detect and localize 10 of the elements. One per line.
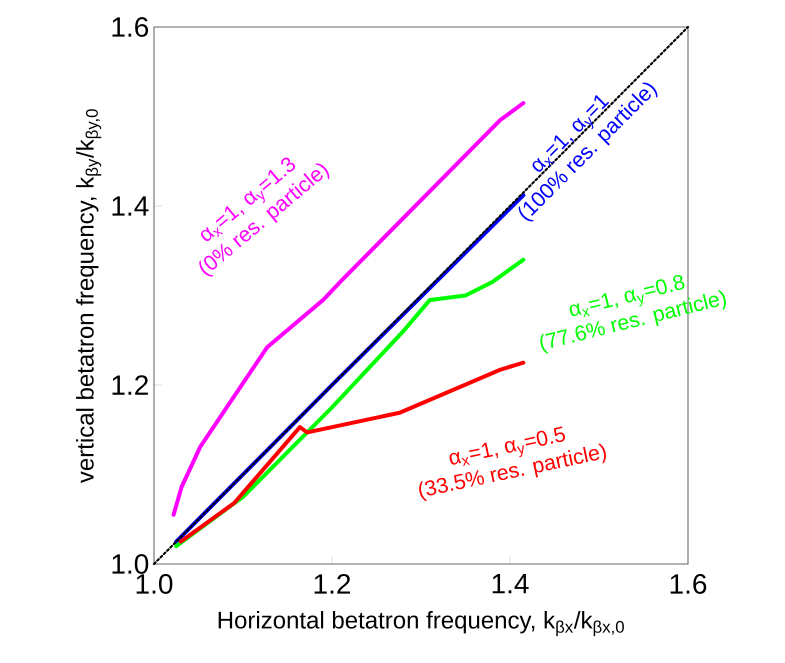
y-tick-label: 1.4 (112, 196, 148, 216)
y-tick-label: 1.2 (112, 375, 148, 395)
y-tick-label: 1.6 (112, 17, 148, 37)
x-axis-title: Horizontal betatron frequency, k$_{βx}$/k$_{βx,0}$ (218, 611, 624, 636)
y-tick-label: 1.0 (112, 554, 148, 574)
x-tick-label: 1.2 (314, 574, 350, 594)
x-tick-label: 1.4 (492, 574, 529, 594)
y-axis-title: vertical betatron frequency, k$_{βy}$/k$_{βy,0}$ (76, 109, 102, 484)
x-tick-label: 1.6 (670, 574, 706, 594)
x-tick-label: 1.0 (136, 574, 172, 594)
